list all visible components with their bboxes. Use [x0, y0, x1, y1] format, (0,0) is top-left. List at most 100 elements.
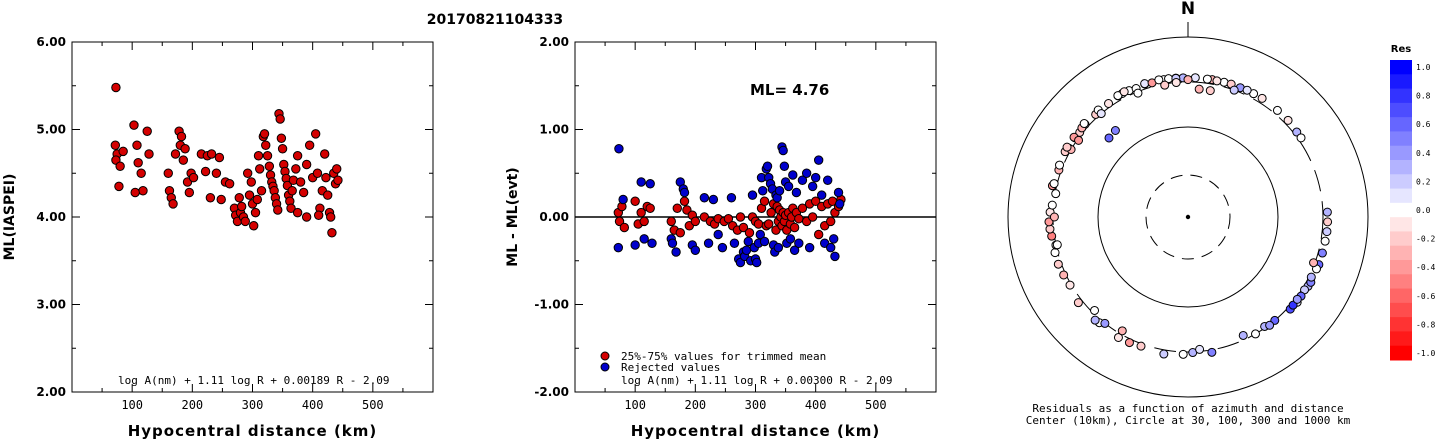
trimmed-point — [645, 203, 655, 213]
data-point — [234, 193, 244, 203]
station-marker — [1049, 179, 1059, 189]
data-point — [286, 203, 296, 213]
x-tick-label: 200 — [181, 398, 203, 412]
rejected-point — [774, 186, 785, 196]
y-axis-label: ML(IASPEI) — [2, 174, 18, 261]
trimmed-point — [679, 196, 690, 206]
data-point — [216, 194, 226, 205]
colorbar-swatch — [1390, 131, 1412, 147]
data-point — [115, 161, 125, 171]
ring-100km — [1097, 126, 1279, 308]
rejected-point — [613, 242, 624, 253]
station-marker — [1238, 330, 1248, 340]
trimmed-point — [723, 214, 734, 224]
trimmed-point — [826, 216, 836, 227]
rejected-point — [752, 257, 762, 268]
data-point — [323, 190, 333, 200]
data-point — [224, 179, 235, 189]
station-marker — [1104, 98, 1114, 108]
colorbar-swatch — [1390, 202, 1412, 218]
rejected-point — [759, 236, 770, 247]
rejected-point — [708, 194, 719, 205]
y-tick-label: 0.00 — [539, 210, 569, 224]
rejected-point — [778, 145, 788, 156]
data-point — [312, 168, 323, 178]
data-point — [111, 82, 121, 93]
x-tick-label: 400 — [805, 398, 827, 412]
data-point — [136, 168, 146, 178]
colorbar-swatch — [1390, 345, 1412, 361]
trimmed-point — [764, 219, 774, 229]
data-point — [180, 144, 190, 154]
data-point — [142, 126, 152, 136]
data-point — [301, 159, 312, 170]
station-marker — [1309, 258, 1319, 268]
trimmed-point — [766, 207, 776, 218]
station-marker — [1052, 240, 1062, 250]
data-point — [214, 152, 225, 163]
station-marker — [1100, 318, 1110, 328]
formula-text: log A(nm) + 1.11 log R + 0.00300 R - 2.0… — [621, 374, 893, 387]
data-point — [170, 149, 181, 159]
data-point — [250, 207, 261, 218]
rejected-point — [785, 234, 796, 244]
rejected-point — [630, 240, 640, 250]
data-point — [326, 212, 336, 222]
station-marker — [1051, 189, 1061, 199]
data-point — [163, 168, 173, 178]
station-marker — [1065, 280, 1075, 290]
x-tick-label: 400 — [302, 398, 324, 412]
data-point — [132, 140, 142, 150]
colorbar-swatch — [1390, 317, 1412, 332]
rejected-point — [835, 199, 845, 209]
x-tick-label: 300 — [242, 398, 264, 412]
rejected-point — [726, 193, 737, 203]
station-marker — [1283, 115, 1293, 125]
station-marker — [1154, 75, 1164, 85]
data-point — [273, 205, 283, 215]
caption-line-2: Center (10km), Circle at 30, 100, 300 an… — [1026, 414, 1351, 427]
x-axis-label: Hypocentral distance (km) — [631, 422, 881, 440]
data-point — [253, 151, 264, 161]
station-marker — [1322, 227, 1332, 237]
colorbar-tick-label: -0.2 — [1416, 235, 1435, 244]
station-marker — [1050, 248, 1060, 258]
station-marker — [1160, 80, 1170, 90]
station-marker — [1207, 347, 1217, 357]
station-marker — [1113, 332, 1123, 342]
rejected-point — [699, 193, 710, 203]
station-marker — [1062, 142, 1072, 152]
data-point — [256, 186, 267, 196]
station-marker — [1205, 86, 1215, 96]
data-point — [327, 228, 337, 238]
station-marker — [1059, 270, 1069, 280]
x-tick-label: 500 — [865, 398, 887, 412]
colorbar-swatch — [1390, 188, 1412, 204]
colorbar-swatch — [1390, 117, 1412, 132]
data-point — [244, 190, 255, 200]
station-marker — [1229, 85, 1239, 95]
station-marker — [1045, 224, 1055, 234]
data-point — [130, 187, 140, 198]
y-axis-label: ML - ML(evt) — [505, 167, 521, 266]
data-point — [259, 129, 270, 139]
trimmed-point — [794, 214, 804, 224]
data-point — [205, 193, 216, 203]
trimmed-point — [813, 229, 824, 240]
data-point — [138, 186, 148, 196]
trimmed-point — [735, 212, 746, 222]
colorbar-tick-label: -0.4 — [1416, 263, 1435, 272]
colorbar-tick-label: 0.0 — [1416, 206, 1431, 215]
data-point — [313, 210, 324, 220]
rejected-point — [671, 247, 681, 257]
trimmed-point — [744, 228, 755, 238]
data-point — [129, 120, 139, 130]
colorbar-swatch — [1390, 174, 1412, 190]
station-marker — [1073, 298, 1083, 308]
data-point — [255, 164, 265, 174]
trimmed-point — [666, 216, 676, 227]
colorbar-title: Res — [1391, 44, 1411, 55]
station-marker — [1195, 344, 1205, 354]
data-point — [264, 161, 275, 171]
